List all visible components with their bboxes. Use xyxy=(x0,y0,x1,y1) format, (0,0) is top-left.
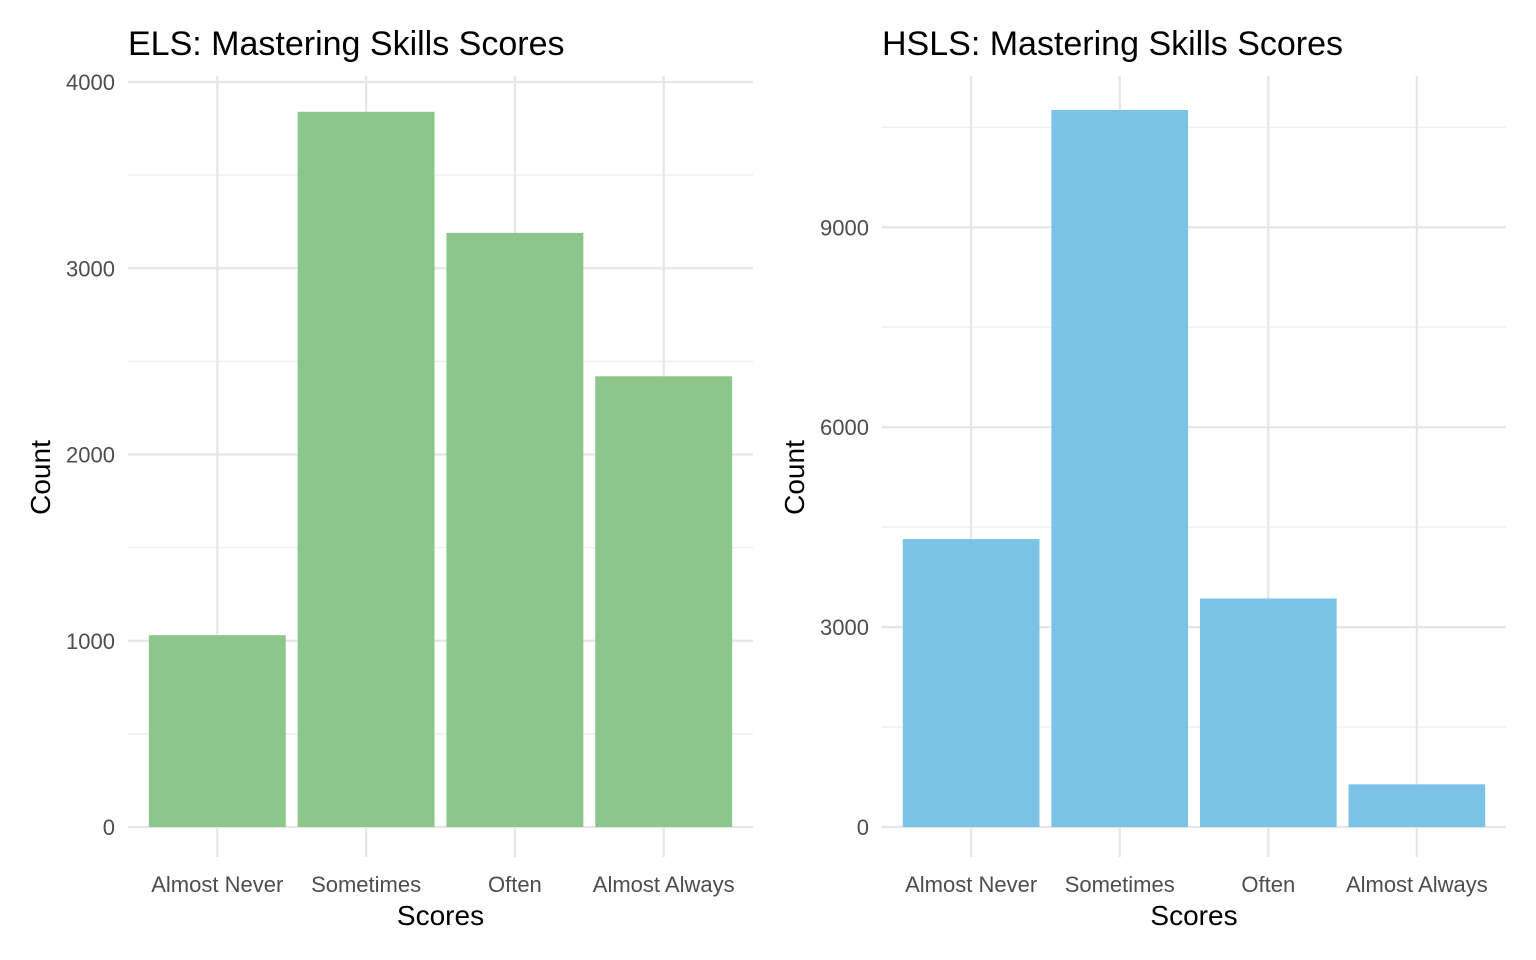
x-tick-label: Almost Never xyxy=(151,872,283,897)
y-axis-title: Count xyxy=(25,440,56,515)
bar-often xyxy=(446,232,584,828)
bar-almost-never xyxy=(902,539,1040,827)
y-tick-label: 9000 xyxy=(820,215,869,240)
bar-almost-always xyxy=(1348,784,1486,827)
chart-panel-0: 0 1000 2000 3000 4000 Almost Never Sometimes Of… xyxy=(25,25,753,931)
x-tick-label: Often xyxy=(488,872,542,897)
x-tick-label: Often xyxy=(1241,872,1295,897)
y-axis-title: Count xyxy=(779,440,810,515)
bar-sometimes xyxy=(1051,110,1189,827)
chart-panel-1: 0 3000 6000 9000 Almost Never Sometimes Often A… xyxy=(779,25,1506,931)
bar-often xyxy=(1199,598,1337,827)
x-axis-title: Scores xyxy=(397,900,484,931)
y-tick-label: 4000 xyxy=(66,70,115,95)
x-tick-label: Almost Always xyxy=(593,872,735,897)
chart-title: HSLS: Mastering Skills Scores xyxy=(882,25,1343,63)
x-tick-label: Almost Always xyxy=(1346,872,1488,897)
y-tick-label: 3000 xyxy=(66,256,115,281)
x-axis-title: Scores xyxy=(1150,900,1237,931)
bar-almost-never xyxy=(148,635,286,827)
chart-title: ELS: Mastering Skills Scores xyxy=(128,25,565,63)
x-tick-label: Sometimes xyxy=(311,872,421,897)
y-tick-label: 3000 xyxy=(820,615,869,640)
y-tick-label: 0 xyxy=(857,815,869,840)
x-tick-label: Almost Never xyxy=(905,872,1037,897)
y-tick-label: 6000 xyxy=(820,415,869,440)
y-tick-label: 0 xyxy=(103,815,115,840)
bar-almost-always xyxy=(595,376,733,827)
y-tick-label: 2000 xyxy=(66,443,115,468)
x-tick-label: Sometimes xyxy=(1065,872,1175,897)
y-tick-label: 1000 xyxy=(66,629,115,654)
bar-sometimes xyxy=(297,111,435,828)
